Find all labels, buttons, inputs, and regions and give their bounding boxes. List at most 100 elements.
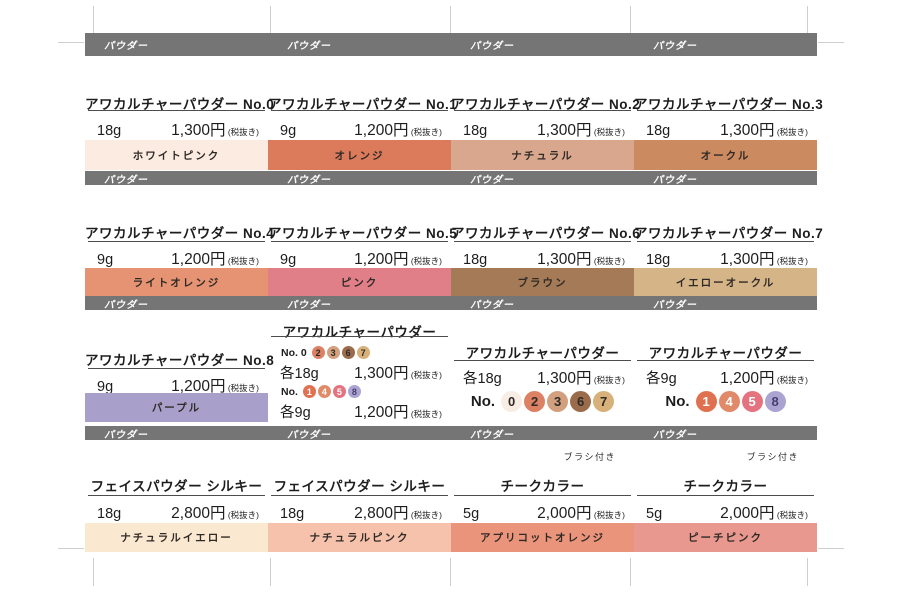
section-header-segment: パウダー [268,426,451,441]
title-underline [88,241,265,242]
title-underline [88,110,265,111]
product-cell: アワカルチャーパウダー No.5 9g 1,200円 (税抜き) ピンク [268,171,457,296]
shade-no-label: No. [665,393,690,410]
section-label: パウダー [104,174,148,186]
product-weight: 各18g [280,366,319,382]
shade-number-line: No. 1 4 5 8 [634,391,817,412]
product-weight: 各18g [463,371,502,387]
swatch-label: アプリコットオレンジ [480,532,605,544]
price-line: 9g 1,200円 (税抜き) [97,374,259,396]
product-cell: アワカルチャーパウダー No.6 18g 1,300円 (税抜き) ブラウン [451,171,640,296]
tax-note: (税抜き) [408,127,442,137]
tax-note: (税抜き) [408,256,442,266]
price-line: 各9g 1,200円 (税抜き) [646,366,808,388]
product-row: パウダー パウダー パウダー パウダー アワカルチャーパウダー No.8 9g 1,200円… [85,296,817,426]
section-label: パウダー [470,429,514,441]
price-line: 18g 1,300円 (税抜き) [463,118,625,140]
product-row: パウダー パウダー パウダー パウダー アワカルチャーパウダー No.4 9g 1,200円… [85,171,823,296]
product-weight: 18g [463,123,488,139]
title-underline [88,495,265,496]
title-underline [637,241,814,242]
product-row: パウダー パウダー パウダー パウダーアワカルチャーパウダー No.0 18g 1,300… [85,33,823,171]
product-weight: 18g [97,506,122,522]
tax-note: (税抜き) [774,256,808,266]
color-swatch: ナチュラルピンク [268,523,451,552]
number-circle: 7 [356,346,370,359]
product-title: チークカラー [500,479,585,494]
product-cell: アワカルチャーパウダー No.2 18g 1,300円 (税抜き) ナチュラル [451,33,641,171]
tax-note: (税抜き) [591,127,625,137]
color-swatch: パープル [85,393,268,422]
price-line: 各18g 1,300円 (税抜き) [280,361,442,383]
section-header-segment: パウダー [85,33,268,56]
number-circle: 8 [764,391,786,412]
color-swatch: オークル [634,140,817,170]
section-header-segment: パウダー [85,296,268,311]
product-price: 2,000円 (税抜き) [537,505,625,522]
section-header-bar: パウダー パウダー パウダー パウダー [85,33,817,56]
section-header-segment: パウダー [634,33,817,56]
product-weight: 18g [280,506,305,522]
shade-number-line: No. 1 4 5 8 [281,385,361,398]
color-swatch: ライトオレンジ [85,268,268,296]
tax-note: (税抜き) [225,510,259,520]
product-title: アワカルチャーパウダー No.0 [85,97,275,112]
shade-no-label: No. [470,393,496,410]
crop-mark [270,6,271,34]
tax-note: (税抜き) [408,409,442,419]
product-price: 1,300円 (税抜き) [720,251,808,268]
row-cells: アワカルチャーパウダー No.8 9g 1,200円 (税抜き) パープル アワカルチャ… [85,296,817,426]
section-label: パウダー [653,174,697,186]
product-title: アワカルチャーパウダー [648,346,803,361]
section-label: パウダー [287,429,331,441]
number-circle: 3 [547,391,569,412]
title-underline [454,495,631,496]
number-circle: 4 [718,391,740,412]
title-underline [454,241,631,242]
section-label: パウダー [104,41,148,52]
number-circle: 2 [524,391,546,412]
tax-note: (税抜き) [225,256,259,266]
product-title: アワカルチャーパウダー [465,346,620,361]
product-title: アワカルチャーパウダー No.2 [451,97,641,112]
section-label: パウダー [104,429,148,441]
title-underline [454,360,631,361]
product-row: パウダー パウダー パウダー パウダー フェイスパウダー シルキー 18g 2,800円 (… [85,426,817,556]
section-header-segment: パウダー [634,426,817,441]
product-title: アワカルチャーパウダー [282,325,437,340]
brush-note: ブラシ付き [563,452,616,462]
product-cell: アワカルチャーパウダー各9g 1,200円 (税抜き) No. 1 4 5 8 [634,296,817,426]
section-label: パウダー [470,174,514,186]
tax-note: (税抜き) [225,383,259,393]
tax-note: (税抜き) [774,510,808,520]
section-header-segment: パウダー [85,171,268,186]
product-cell: フェイスパウダー シルキー 18g 2,800円 (税抜き) ナチュラルピンク [268,426,451,556]
tax-note: (税抜き) [225,127,259,137]
product-title: フェイスパウダー シルキー [273,479,446,494]
product-title: フェイスパウダー シルキー [90,479,263,494]
product-weight: 9g [280,123,297,139]
price-line: 18g 1,300円 (税抜き) [97,118,259,140]
product-title: アワカルチャーパウダー No.1 [268,97,458,112]
price-line: 各9g 1,200円 (税抜き) [280,400,442,422]
number-circle: 4 [317,385,331,398]
price-line: 5g 2,000円 (税抜き) [646,501,808,523]
product-cell: アワカルチャーパウダー No.8 9g 1,200円 (税抜き) パープル [85,296,274,426]
title-underline [637,495,814,496]
section-label: パウダー [287,174,331,186]
product-cell: アワカルチャーパウダー No.0 18g 1,300円 (税抜き) ホワイトピンク [85,33,275,171]
product-price: 2,000円 (税抜き) [720,505,808,522]
section-label: パウダー [470,41,514,52]
section-header-segment: パウダー [451,296,634,311]
row-cells: フェイスパウダー シルキー 18g 2,800円 (税抜き) ナチュラルイエロー フェイ… [85,426,817,556]
price-line: 18g 1,300円 (税抜き) [646,118,808,140]
color-swatch: ピーチピンク [634,523,817,552]
number-circle: 8 [347,385,361,398]
number-circle: 6 [341,346,355,359]
product-price: 1,300円 (税抜き) [537,370,625,387]
section-label: パウダー [287,41,331,52]
price-line: 18g 1,300円 (税抜き) [646,247,808,269]
number-circle: 0 [501,391,523,412]
